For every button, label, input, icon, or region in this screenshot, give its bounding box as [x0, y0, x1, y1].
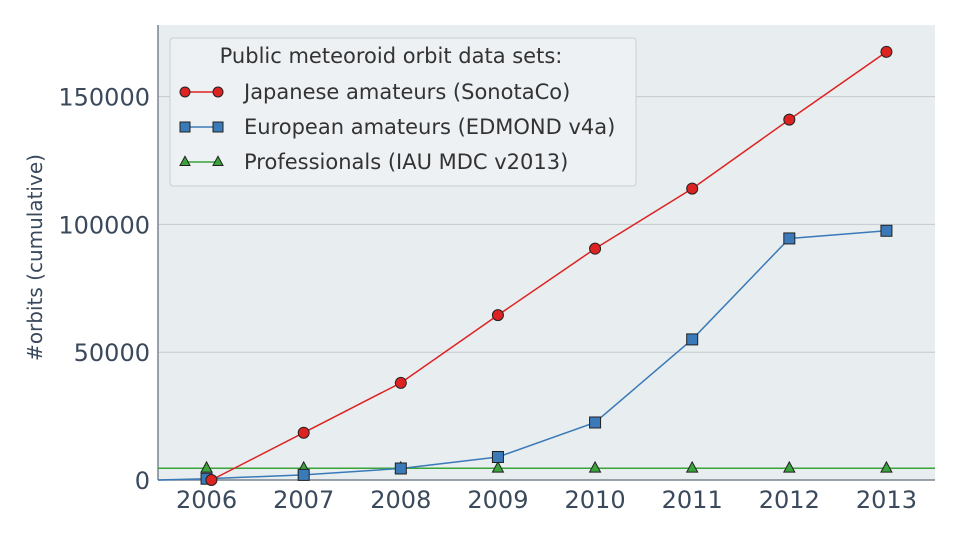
x-tick-label: 2010 — [565, 486, 626, 514]
x-tick-label: 2006 — [176, 486, 237, 514]
triangle-marker — [491, 460, 505, 473]
triangle-marker — [685, 460, 699, 473]
x-tick-label: 2012 — [759, 486, 820, 514]
series-line — [211, 51, 887, 481]
x-tick-label: 2013 — [856, 486, 917, 514]
triangle-marker — [588, 460, 602, 473]
series-layer — [157, 45, 935, 486]
square-marker — [783, 232, 796, 245]
square-marker — [491, 450, 504, 463]
legend-box — [169, 37, 637, 187]
legend-label: Professionals (IAU MDC v2013) — [244, 150, 568, 174]
circle-marker — [297, 426, 310, 439]
square-marker — [880, 224, 893, 237]
x-tick-label: 2008 — [370, 486, 431, 514]
triangle-marker — [212, 155, 224, 166]
x-tick-label: 2007 — [273, 486, 334, 514]
y-axis-title: #orbits (cumulative) — [23, 154, 47, 361]
legend-title: Public meteoroid orbit data sets: — [220, 44, 563, 68]
circle-marker — [686, 182, 699, 195]
circle-marker — [589, 242, 602, 255]
y-tick-label: 50000 — [74, 339, 150, 367]
y-tick-label: 100000 — [58, 211, 150, 239]
triangle-marker — [200, 460, 213, 473]
series-triangle — [158, 460, 935, 473]
axes: 0 50000 100000 150000 2006 2007 2008 2009 2010 20… — [58, 25, 935, 514]
square-marker — [589, 416, 602, 429]
x-tick-label: 2011 — [662, 486, 723, 514]
circle-marker — [205, 474, 218, 486]
square-marker — [179, 121, 191, 133]
square-marker — [212, 121, 224, 133]
series-circle — [205, 45, 893, 486]
legend-label: European amateurs (EDMOND v4a) — [244, 115, 615, 139]
circle-marker — [880, 45, 893, 58]
circle-marker — [212, 86, 224, 98]
triangle-marker — [880, 460, 893, 473]
circle-marker — [783, 113, 796, 126]
circle-marker — [491, 309, 504, 322]
x-tick-label: 2009 — [467, 486, 528, 514]
y-tick-label: 150000 — [58, 84, 150, 112]
triangle-marker — [179, 155, 191, 166]
circle-marker — [179, 86, 191, 98]
legend-label: Japanese amateurs (SonotaCo) — [242, 80, 570, 104]
y-tick-label: 0 — [135, 467, 150, 495]
square-marker — [686, 333, 699, 346]
triangle-marker — [782, 460, 796, 473]
circle-marker — [394, 376, 407, 389]
square-marker — [297, 468, 310, 481]
legend: Public meteoroid orbit data sets: Japanes… — [169, 37, 637, 187]
square-marker — [394, 462, 407, 475]
